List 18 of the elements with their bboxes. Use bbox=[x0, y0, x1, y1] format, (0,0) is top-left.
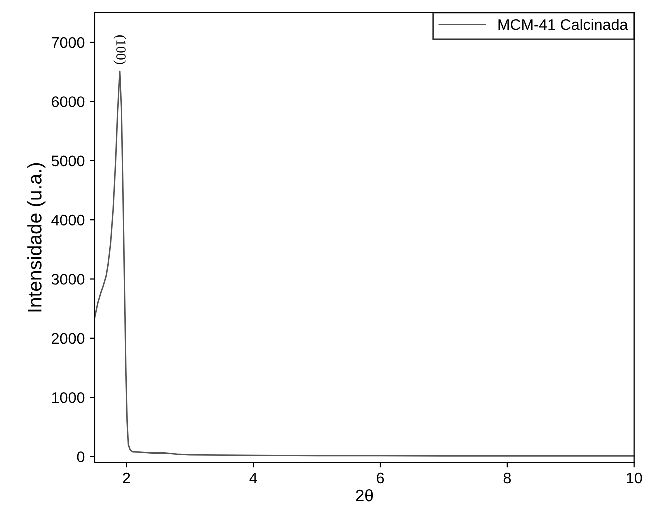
x-axis-title: 2θ bbox=[356, 489, 374, 502]
legend-label: MCM-41 Calcinada bbox=[498, 19, 628, 30]
line-series bbox=[94, 70, 634, 457]
y-tick-label: 1000 bbox=[52, 392, 85, 404]
x-tick-label: 2 bbox=[123, 472, 130, 484]
y-tick-label: 7000 bbox=[52, 37, 85, 48]
x-tick-label: 6 bbox=[377, 472, 384, 484]
annotation: (100) bbox=[114, 36, 126, 64]
x-tick-label: 10 bbox=[627, 472, 642, 484]
x-tick-label: 8 bbox=[504, 472, 512, 484]
y-tick-label: 0 bbox=[77, 452, 85, 462]
y-tick-label: 4000 bbox=[52, 214, 85, 226]
y-tick-label: 3000 bbox=[52, 274, 85, 285]
y-axis-title: Intensidade (u.a.) bbox=[28, 163, 46, 312]
y-tick-label: 2000 bbox=[52, 333, 85, 344]
y-tick-label: 5000 bbox=[52, 156, 85, 167]
y-tick-label: 6000 bbox=[52, 96, 85, 108]
x-tick-label: 4 bbox=[250, 473, 258, 484]
